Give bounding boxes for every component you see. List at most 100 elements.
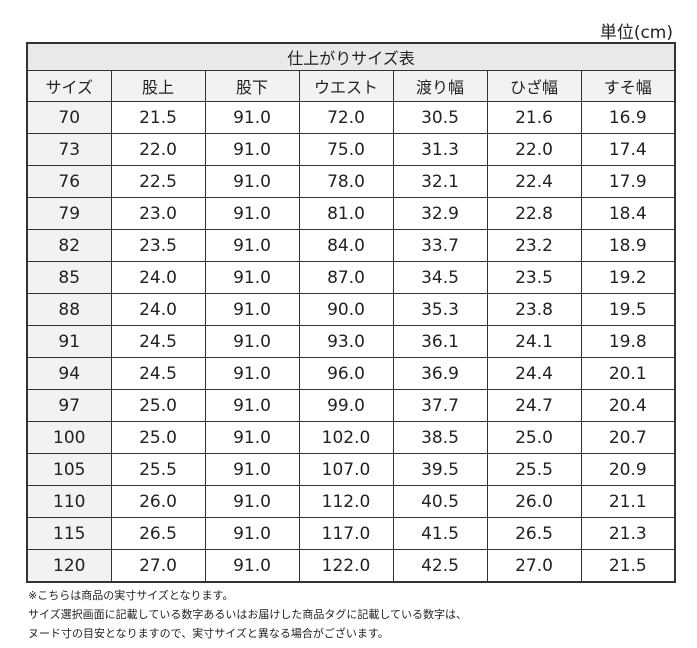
size-cell: 97 bbox=[26, 389, 112, 422]
measurement-cell: 17.9 bbox=[580, 165, 676, 198]
table-row: 70 21.5 91.0 72.0 30.5 21.6 16.9 bbox=[26, 101, 676, 134]
measurement-cell: 20.7 bbox=[580, 421, 676, 454]
column-header: ひざ幅 bbox=[486, 70, 582, 102]
measurement-cell: 27.0 bbox=[486, 549, 582, 583]
measurement-cell: 35.3 bbox=[392, 293, 488, 326]
measurement-cell: 18.4 bbox=[580, 197, 676, 230]
measurement-cell: 25.5 bbox=[486, 453, 582, 486]
measurement-cell: 30.5 bbox=[392, 101, 488, 134]
measurement-cell: 91.0 bbox=[204, 261, 300, 294]
measurement-cell: 22.4 bbox=[486, 165, 582, 198]
table-row: 94 24.5 91.0 96.0 36.9 24.4 20.1 bbox=[26, 357, 676, 390]
measurement-cell: 38.5 bbox=[392, 421, 488, 454]
measurement-cell: 91.0 bbox=[204, 325, 300, 358]
table-body: 70 21.5 91.0 72.0 30.5 21.6 16.9 73 22.0 91.0 75.0… bbox=[26, 101, 676, 583]
measurement-cell: 91.0 bbox=[204, 133, 300, 166]
measurement-cell: 21.6 bbox=[486, 101, 582, 134]
measurement-cell: 34.5 bbox=[392, 261, 488, 294]
measurement-cell: 91.0 bbox=[204, 229, 300, 262]
size-cell: 110 bbox=[26, 485, 112, 518]
measurement-cell: 91.0 bbox=[204, 421, 300, 454]
measurement-cell: 25.0 bbox=[486, 421, 582, 454]
table-row: 82 23.5 91.0 84.0 33.7 23.2 18.9 bbox=[26, 229, 676, 262]
table-row: 115 26.5 91.0 117.0 41.5 26.5 21.3 bbox=[26, 517, 676, 550]
measurement-cell: 21.1 bbox=[580, 485, 676, 518]
measurement-cell: 93.0 bbox=[298, 325, 394, 358]
size-cell: 94 bbox=[26, 357, 112, 390]
size-cell: 115 bbox=[26, 517, 112, 550]
table-row: 100 25.0 91.0 102.0 38.5 25.0 20.7 bbox=[26, 421, 676, 454]
measurement-cell: 24.5 bbox=[110, 325, 206, 358]
note-line: サイズ選択画面に記載している数字あるいはお届けした商品タグに記載している数字は、 bbox=[28, 608, 468, 621]
column-header: サイズ bbox=[26, 70, 112, 102]
column-header: 股下 bbox=[204, 70, 300, 102]
measurement-cell: 24.4 bbox=[486, 357, 582, 390]
measurement-cell: 42.5 bbox=[392, 549, 488, 583]
measurement-cell: 19.2 bbox=[580, 261, 676, 294]
measurement-cell: 91.0 bbox=[204, 517, 300, 550]
measurement-cell: 17.4 bbox=[580, 133, 676, 166]
measurement-cell: 24.5 bbox=[110, 357, 206, 390]
measurement-cell: 26.5 bbox=[110, 517, 206, 550]
measurement-cell: 20.1 bbox=[580, 357, 676, 390]
measurement-cell: 22.8 bbox=[486, 197, 582, 230]
measurement-cell: 27.0 bbox=[110, 549, 206, 583]
measurement-cell: 25.5 bbox=[110, 453, 206, 486]
measurement-cell: 19.8 bbox=[580, 325, 676, 358]
size-cell: 85 bbox=[26, 261, 112, 294]
table-row: 76 22.5 91.0 78.0 32.1 22.4 17.9 bbox=[26, 165, 676, 198]
measurement-cell: 40.5 bbox=[392, 485, 488, 518]
measurement-cell: 26.5 bbox=[486, 517, 582, 550]
unit-label: 単位(cm) bbox=[599, 23, 673, 43]
size-cell: 79 bbox=[26, 197, 112, 230]
table-row: 85 24.0 91.0 87.0 34.5 23.5 19.2 bbox=[26, 261, 676, 294]
measurement-cell: 21.3 bbox=[580, 517, 676, 550]
measurement-cell: 91.0 bbox=[204, 197, 300, 230]
measurement-cell: 39.5 bbox=[392, 453, 488, 486]
measurement-cell: 23.2 bbox=[486, 229, 582, 262]
size-cell: 73 bbox=[26, 133, 112, 166]
measurement-cell: 122.0 bbox=[298, 549, 394, 583]
table-row: 88 24.0 91.0 90.0 35.3 23.8 19.5 bbox=[26, 293, 676, 326]
size-chart-table: 仕上がりサイズ表 サイズ 股上 股下 ウエスト 渡り幅 ひざ幅 すそ幅 70 21.5 91.0… bbox=[26, 42, 677, 583]
measurement-cell: 81.0 bbox=[298, 197, 394, 230]
table-row: 120 27.0 91.0 122.0 42.5 27.0 21.5 bbox=[26, 549, 676, 583]
measurement-cell: 23.5 bbox=[110, 229, 206, 262]
table-row: 73 22.0 91.0 75.0 31.3 22.0 17.4 bbox=[26, 133, 676, 166]
measurement-cell: 22.0 bbox=[486, 133, 582, 166]
measurement-cell: 19.5 bbox=[580, 293, 676, 326]
measurement-cell: 87.0 bbox=[298, 261, 394, 294]
column-header: すそ幅 bbox=[580, 70, 676, 102]
measurement-cell: 32.1 bbox=[392, 165, 488, 198]
size-cell: 105 bbox=[26, 453, 112, 486]
measurement-cell: 23.8 bbox=[486, 293, 582, 326]
measurement-cell: 20.9 bbox=[580, 453, 676, 486]
measurement-cell: 26.0 bbox=[486, 485, 582, 518]
size-cell: 70 bbox=[26, 101, 112, 134]
measurement-cell: 91.0 bbox=[204, 389, 300, 422]
column-header-row: サイズ 股上 股下 ウエスト 渡り幅 ひざ幅 すそ幅 bbox=[26, 70, 676, 102]
table-row: 110 26.0 91.0 112.0 40.5 26.0 21.1 bbox=[26, 485, 676, 518]
measurement-cell: 25.0 bbox=[110, 421, 206, 454]
measurement-cell: 24.1 bbox=[486, 325, 582, 358]
measurement-cell: 31.3 bbox=[392, 133, 488, 166]
size-cell: 76 bbox=[26, 165, 112, 198]
size-cell: 88 bbox=[26, 293, 112, 326]
measurement-cell: 21.5 bbox=[580, 549, 676, 583]
column-header: ウエスト bbox=[298, 70, 394, 102]
measurement-cell: 91.0 bbox=[204, 357, 300, 390]
measurement-cell: 21.5 bbox=[110, 101, 206, 134]
measurement-cell: 25.0 bbox=[110, 389, 206, 422]
measurement-cell: 102.0 bbox=[298, 421, 394, 454]
measurement-cell: 24.0 bbox=[110, 261, 206, 294]
measurement-cell: 22.0 bbox=[110, 133, 206, 166]
measurement-cell: 33.7 bbox=[392, 229, 488, 262]
table-row: 91 24.5 91.0 93.0 36.1 24.1 19.8 bbox=[26, 325, 676, 358]
column-header: 股上 bbox=[110, 70, 206, 102]
table-title: 仕上がりサイズ表 bbox=[26, 42, 676, 71]
measurement-cell: 72.0 bbox=[298, 101, 394, 134]
table-row: 79 23.0 91.0 81.0 32.9 22.8 18.4 bbox=[26, 197, 676, 230]
size-cell: 82 bbox=[26, 229, 112, 262]
measurement-cell: 41.5 bbox=[392, 517, 488, 550]
table-row: 97 25.0 91.0 99.0 37.7 24.7 20.4 bbox=[26, 389, 676, 422]
